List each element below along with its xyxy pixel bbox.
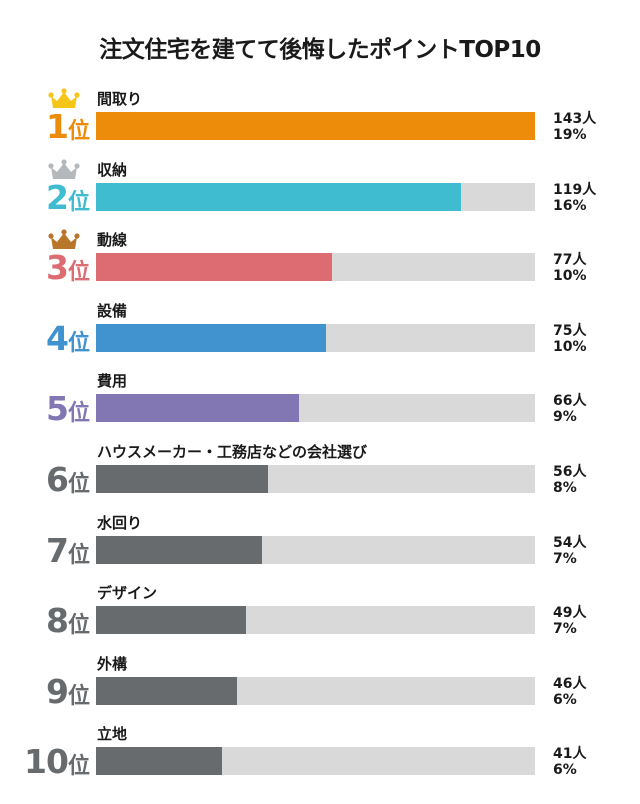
bar-track — [96, 323, 535, 352]
bar — [96, 676, 238, 705]
count-label: 54人 — [553, 534, 587, 551]
bar — [96, 465, 268, 493]
count-label: 143人 — [553, 111, 597, 127]
percent-label: 16% — [553, 197, 587, 214]
count-label: 66人 — [553, 393, 587, 410]
category-label: 水回り — [97, 513, 143, 532]
bar-track — [96, 535, 535, 564]
rank-suffix: 位 — [67, 683, 90, 709]
category-label: 動線 — [97, 231, 128, 250]
ranking-row: ハウスメーカー・工務店などの会社選び 6位 56人 8% — [0, 441, 640, 511]
category-label: ハウスメーカー・工務店などの会社選び — [97, 443, 368, 461]
rank-number: 2 — [46, 177, 69, 217]
rank-number: 4 — [46, 318, 69, 358]
bar — [96, 182, 462, 211]
rank-label: 8位 — [0, 601, 90, 640]
rank-label: 2位 — [0, 178, 90, 217]
rank-number: 6 — [46, 460, 69, 499]
ranking-row: 水回り 7位 54人 7% — [0, 512, 640, 582]
crown-icon — [48, 229, 80, 250]
rank-label: 1位 — [0, 107, 90, 146]
rank-number: 7 — [46, 530, 69, 570]
category-label: 設備 — [97, 301, 128, 320]
rank-number: 1 — [46, 107, 69, 146]
percent-label: 10% — [553, 338, 587, 355]
rank-suffix: 位 — [67, 542, 90, 568]
bar — [96, 394, 299, 423]
rank-label: 3位 — [0, 248, 90, 287]
rank-number: 9 — [46, 671, 69, 711]
ranking-row: 動線 3位 77人 10% — [0, 229, 640, 299]
category-label: 立地 — [97, 725, 128, 744]
percent-label: 7% — [553, 621, 577, 638]
bar — [96, 535, 262, 564]
ranking-row: デザイン 8位 49人 7% — [0, 582, 640, 652]
rank-label: 6位 — [0, 460, 90, 499]
rank-suffix: 位 — [67, 613, 90, 639]
percent-label: 8% — [553, 480, 577, 496]
rank-label: 10位 — [0, 742, 90, 781]
rank-label: 5位 — [0, 389, 90, 428]
rank-suffix: 位 — [67, 119, 90, 144]
rank-suffix: 位 — [67, 189, 90, 215]
bar — [96, 323, 327, 352]
count-label: 41人 — [553, 746, 587, 763]
count-label: 75人 — [553, 322, 587, 339]
ranking-row: 収納 2位 119人 16% — [0, 158, 640, 229]
rank-suffix: 位 — [67, 330, 90, 356]
rank-suffix: 位 — [67, 754, 90, 780]
count-label: 46人 — [553, 675, 587, 692]
bar-track — [96, 465, 535, 493]
bar-track — [96, 676, 535, 705]
bar — [96, 253, 333, 282]
rank-number: 8 — [46, 601, 69, 641]
crown-icon — [48, 88, 80, 108]
chart-title: 注文住宅を建てて後悔したポイントTOP10 — [99, 37, 541, 63]
bar — [96, 606, 247, 635]
category-label: 費用 — [97, 372, 128, 391]
ranking-row: 立地 10位 41人 6% — [0, 723, 640, 793]
rank-number: 10 — [24, 742, 69, 782]
category-label: デザイン — [97, 584, 158, 603]
category-label: 間取り — [97, 90, 143, 108]
category-label: 収納 — [97, 160, 128, 179]
count-label: 49人 — [553, 605, 587, 622]
bar-track — [96, 112, 535, 140]
percent-label: 9% — [553, 409, 577, 426]
rank-label: 9位 — [0, 672, 90, 711]
bar — [96, 112, 535, 140]
ranking-row: 設備 4位 75人 10% — [0, 300, 640, 370]
count-label: 119人 — [553, 181, 597, 198]
rank-number: 3 — [46, 248, 69, 288]
ranking-row: 外構 9位 46人 6% — [0, 653, 640, 723]
rank-label: 7位 — [0, 531, 90, 570]
percent-label: 10% — [553, 268, 587, 285]
percent-label: 6% — [553, 762, 577, 779]
bar-track — [96, 182, 535, 211]
count-label: 77人 — [553, 252, 587, 269]
bar-track — [96, 253, 535, 282]
bar-track — [96, 747, 535, 776]
bar-track — [96, 606, 535, 635]
rank-number: 5 — [46, 389, 69, 429]
percent-label: 19% — [553, 127, 587, 143]
bar-track — [96, 394, 535, 423]
ranking-row: 費用 5位 66人 9% — [0, 370, 640, 440]
crown-icon — [48, 158, 80, 179]
rank-suffix: 位 — [67, 260, 90, 286]
percent-label: 7% — [553, 550, 577, 567]
category-label: 外構 — [97, 654, 128, 673]
count-label: 56人 — [553, 464, 587, 480]
rank-suffix: 位 — [67, 401, 90, 427]
rank-label: 4位 — [0, 319, 90, 358]
bar — [96, 747, 222, 776]
ranking-row: 間取り 1位 143人 19% — [0, 88, 640, 158]
percent-label: 6% — [553, 691, 577, 708]
rank-suffix: 位 — [67, 472, 90, 497]
